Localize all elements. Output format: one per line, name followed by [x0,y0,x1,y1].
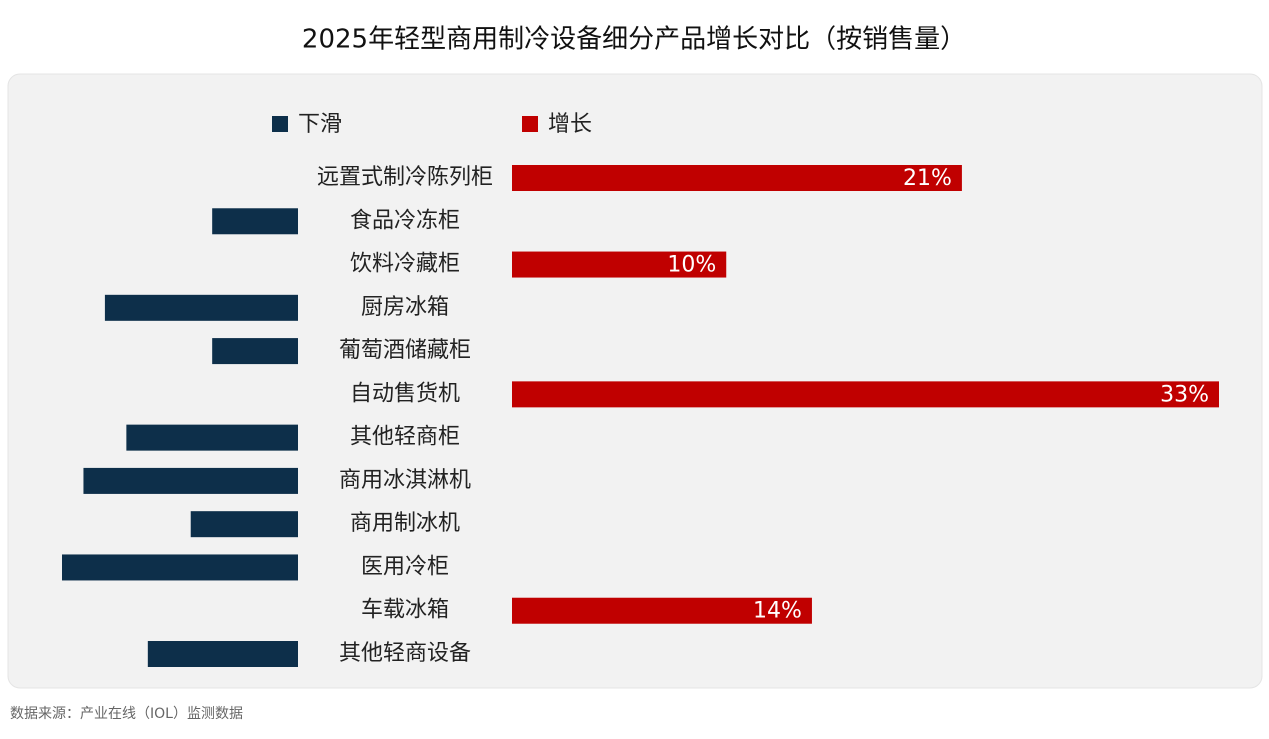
bar [126,424,298,451]
bar [212,208,298,235]
category-label: 商用制冰机 [350,511,460,536]
category-label: 商用冰淇淋机 [339,468,471,493]
bar [212,338,298,365]
category-label: 其他轻商设备 [339,641,471,666]
category-label: 厨房冰箱 [361,295,449,320]
legend-label: 增长 [548,112,592,137]
legend-swatch [522,116,538,132]
legend-swatch [272,116,288,132]
value-label: 10% [667,253,716,278]
value-label: 14% [753,599,802,624]
bar [104,294,298,321]
bar [147,641,298,667]
category-label: 车载冰箱 [361,598,449,623]
category-label: 医用冷柜 [361,554,449,579]
source-note: 数据来源：产业在线（IOL）监测数据 [10,706,243,722]
bar [62,554,298,581]
value-label: 33% [1160,382,1209,407]
bar [512,165,962,191]
bar [83,467,298,494]
category-label: 食品冷冻柜 [350,208,460,233]
bar [512,381,1219,408]
category-label: 远置式制冷陈列柜 [317,165,493,190]
chart-title: 2025年轻型商用制冷设备细分产品增长对比（按销售量） [302,25,966,55]
category-label: 自动售货机 [350,381,460,406]
bar [512,597,812,624]
bar [512,251,727,278]
value-label: 21% [903,166,952,191]
plot-panel [7,73,1263,689]
category-label: 葡萄酒储藏柜 [339,338,471,363]
category-label: 饮料冷藏柜 [350,252,460,277]
bar [190,511,298,538]
category-label: 其他轻商柜 [350,425,460,450]
legend-label: 下滑 [298,112,342,137]
